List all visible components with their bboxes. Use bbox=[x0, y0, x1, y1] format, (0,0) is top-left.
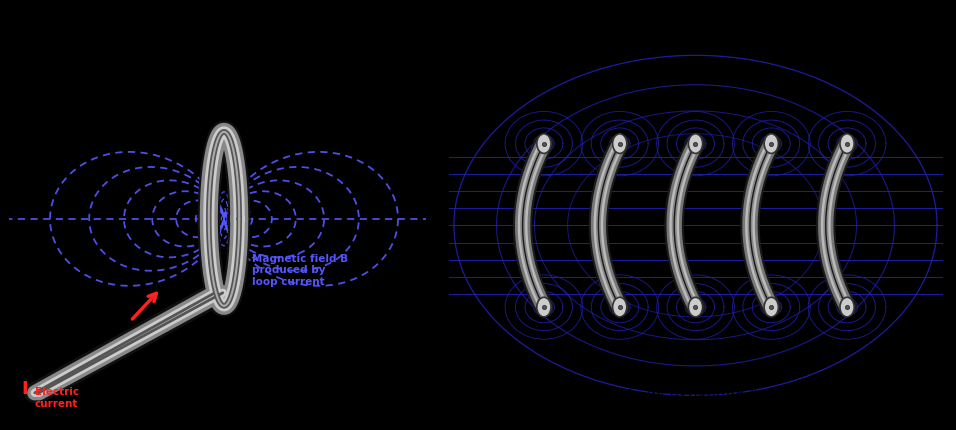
Text: Electric
current: Electric current bbox=[34, 387, 79, 408]
Circle shape bbox=[764, 298, 778, 317]
Circle shape bbox=[613, 298, 627, 317]
Circle shape bbox=[840, 135, 854, 154]
Circle shape bbox=[688, 135, 703, 154]
Text: d •: d • bbox=[706, 342, 723, 352]
Text: Magnetic field B
produced by
loop current: Magnetic field B produced by loop curren… bbox=[252, 253, 348, 286]
Circle shape bbox=[840, 298, 854, 317]
Circle shape bbox=[537, 135, 551, 154]
Circle shape bbox=[537, 298, 551, 317]
Text: Coils of helix expanded for clarity: Coils of helix expanded for clarity bbox=[565, 388, 826, 402]
Text: I: I bbox=[22, 379, 29, 397]
Circle shape bbox=[764, 135, 778, 154]
Circle shape bbox=[613, 135, 627, 154]
Circle shape bbox=[688, 298, 703, 317]
